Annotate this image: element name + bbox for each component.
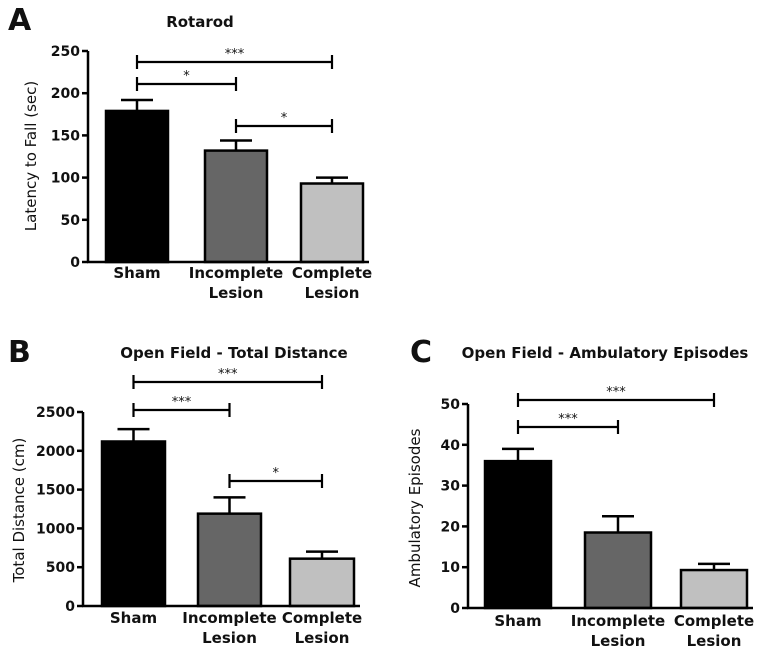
- chart-panel-c: C Open Field - Ambulatory Episodes Ambulat…: [406, 335, 754, 650]
- panel-label: C: [410, 335, 432, 370]
- bar: [483, 459, 553, 610]
- y-tick-label: 0: [65, 599, 75, 615]
- bar: [104, 109, 170, 264]
- significance-label: ***: [218, 367, 238, 382]
- category-label: Sham: [494, 612, 541, 630]
- significance-label: *: [273, 466, 280, 481]
- chart-title: Open Field - Total Distance: [120, 344, 347, 362]
- y-tick-label: 20: [441, 519, 461, 535]
- significance-label: ***: [558, 412, 578, 427]
- bar: [196, 512, 263, 608]
- category-label: Complete Lesion: [282, 609, 362, 647]
- chart-title: Open Field - Ambulatory Episodes: [462, 344, 749, 362]
- bar: [288, 557, 356, 608]
- y-tick-label: 0: [450, 601, 460, 617]
- y-axis-label: Ambulatory Episodes: [406, 428, 424, 587]
- category-label: Sham: [113, 264, 160, 282]
- chart-title: Rotarod: [166, 13, 234, 31]
- bar: [583, 531, 653, 610]
- y-tick-label: 50: [61, 213, 81, 229]
- y-tick-label: 2000: [36, 444, 75, 460]
- y-tick-label: 150: [51, 128, 80, 144]
- y-tick-label: 250: [51, 44, 80, 60]
- y-axis-label: Total Distance (cm): [10, 438, 28, 584]
- significance-label: ***: [172, 395, 192, 410]
- bar: [299, 182, 365, 264]
- y-tick-label: 1000: [36, 521, 75, 537]
- y-tick-label: 10: [441, 560, 461, 576]
- chart-panel-a: A Rotarod Latency to Fall (sec) 0 50 100 150 20…: [8, 3, 372, 302]
- category-label: Incomplete Lesion: [571, 612, 665, 650]
- y-axis-label: Latency to Fall (sec): [22, 81, 40, 231]
- bar: [203, 149, 269, 264]
- y-tick-label: 100: [51, 171, 80, 187]
- y-tick-label: 50: [441, 397, 461, 413]
- significance-label: *: [183, 69, 190, 84]
- panel-label: B: [8, 335, 31, 370]
- y-tick-label: 0: [70, 255, 80, 271]
- y-tick-label: 500: [46, 560, 75, 576]
- category-label: Incomplete Lesion: [182, 609, 276, 647]
- y-tick-label: 2500: [36, 405, 75, 421]
- significance-label: ***: [225, 47, 245, 62]
- y-tick-label: 200: [51, 86, 80, 102]
- significance-label: ***: [606, 385, 626, 400]
- significance-label: *: [281, 111, 288, 126]
- bar: [679, 568, 749, 610]
- category-label: Complete Lesion: [292, 264, 372, 302]
- y-tick-label: 1500: [36, 483, 75, 499]
- panel-label: A: [8, 3, 32, 38]
- y-tick-label: 40: [441, 438, 461, 454]
- bar: [100, 440, 167, 608]
- category-label: Complete Lesion: [674, 612, 754, 650]
- chart-panel-b: B Open Field - Total Distance Total Distan…: [8, 335, 362, 647]
- y-tick-label: 30: [441, 479, 461, 495]
- category-label: Incomplete Lesion: [189, 264, 283, 302]
- category-label: Sham: [110, 609, 157, 627]
